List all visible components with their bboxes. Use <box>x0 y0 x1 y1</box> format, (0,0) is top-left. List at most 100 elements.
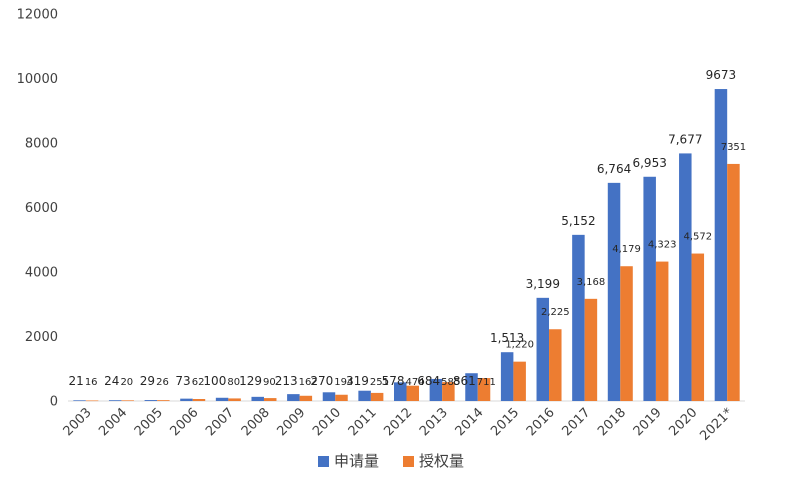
bar-grant <box>192 399 206 401</box>
data-label-grant: 585 <box>441 377 460 388</box>
data-label-grant: 4,572 <box>683 232 712 243</box>
y-tick-label: 12000 <box>17 8 58 23</box>
bar-application <box>358 390 371 401</box>
legend-swatch-application <box>318 456 329 467</box>
data-label-application: 319 <box>346 374 369 388</box>
x-tick-label: 2020 <box>666 405 700 439</box>
bar-application <box>215 397 229 401</box>
data-label-grant: 2,225 <box>541 307 570 318</box>
bar-application <box>144 400 158 401</box>
bar-grant <box>513 361 526 401</box>
data-label-application: 578 <box>382 374 405 388</box>
data-label-application: 100 <box>203 374 226 388</box>
bar-application <box>429 378 443 401</box>
data-label-application: 21 <box>69 374 84 388</box>
data-label-application: 1,513 <box>490 331 524 345</box>
data-label-grant: 474 <box>406 377 425 388</box>
x-tick-label: 2010 <box>310 405 344 439</box>
x-tick-label: 2006 <box>168 405 202 439</box>
bar-grant <box>228 398 241 401</box>
bar-grant <box>263 398 277 401</box>
bar-application <box>465 373 478 401</box>
data-label-grant: 162 <box>299 377 318 388</box>
data-label-grant: 16 <box>85 377 98 388</box>
x-tick-label: 2005 <box>132 405 166 439</box>
data-label-application: 213 <box>275 374 298 388</box>
data-label-application: 684 <box>417 374 440 388</box>
y-tick-label: 10000 <box>17 72 58 87</box>
x-tick-label: 2011 <box>346 405 380 439</box>
data-label-application: 129 <box>239 374 262 388</box>
x-tick-label: 2016 <box>524 405 558 439</box>
bar-application <box>73 400 86 401</box>
data-label-application: 861 <box>453 374 476 388</box>
y-tick-label: 0 <box>50 395 58 410</box>
bar-application <box>287 394 300 401</box>
bar-application <box>536 297 550 401</box>
data-label-application: 6,764 <box>597 162 631 176</box>
data-label-grant: 1,220 <box>505 340 534 351</box>
bar-application <box>572 234 585 401</box>
data-label-application: 7,677 <box>668 132 702 146</box>
bar-application <box>714 89 728 402</box>
x-tick-label: 2013 <box>417 405 451 439</box>
bar-grant <box>620 266 633 401</box>
x-tick-label: 2003 <box>61 405 95 439</box>
bar-application <box>500 352 514 401</box>
bar-application <box>394 382 407 401</box>
bar-application <box>180 398 193 401</box>
data-label-application: 6,953 <box>632 156 666 170</box>
data-label-grant: 251 <box>370 377 389 388</box>
data-label-grant: 3,168 <box>577 277 606 288</box>
x-tick-label: 2017 <box>559 405 593 439</box>
bar-grant <box>655 261 669 401</box>
data-label-grant: 26 <box>156 377 169 388</box>
x-tick-label: 2015 <box>488 405 522 439</box>
data-label-grant: 7351 <box>721 142 746 153</box>
data-label-grant: 80 <box>227 377 240 388</box>
y-tick-label: 2000 <box>25 330 58 345</box>
bar-application <box>607 182 621 401</box>
x-tick-label: 2004 <box>96 405 130 439</box>
legend: 申请量 授权量 <box>318 452 464 470</box>
data-label-application: 5,152 <box>561 214 595 228</box>
x-axis: 2003 2004 2005 2006 2007 2008 2009 2010 2011 2012… <box>61 400 745 444</box>
data-label-application: 29 <box>140 374 155 388</box>
bar-grant <box>370 392 384 401</box>
x-tick-label: 2019 <box>631 405 665 439</box>
data-label-grant: 20 <box>120 377 133 388</box>
data-label-grant: 4,179 <box>612 244 641 255</box>
y-tick-label: 6000 <box>25 201 58 216</box>
bar-application <box>108 400 122 401</box>
data-label-grant: 711 <box>477 377 496 388</box>
data-label-application: 73 <box>175 374 190 388</box>
bar-grant <box>549 329 562 401</box>
y-tick-label: 4000 <box>25 266 58 281</box>
data-label-application: 24 <box>104 374 119 388</box>
data-label-grant: 4,323 <box>648 240 677 251</box>
x-tick-label: 2012 <box>381 405 415 439</box>
bar-application <box>251 396 264 401</box>
x-tick-label: 2007 <box>203 405 237 439</box>
data-label-application: 3,199 <box>526 277 560 291</box>
x-tick-label: 2021* <box>697 405 736 444</box>
y-tick-label: 8000 <box>25 137 58 152</box>
data-label-application: 270 <box>310 374 333 388</box>
legend-item-grant-label: 授权量 <box>419 452 464 470</box>
bar-grant <box>442 382 455 401</box>
bar-grant <box>727 163 740 401</box>
bar-grant <box>691 253 705 401</box>
bar-grant <box>157 400 170 401</box>
bar-application <box>643 176 656 401</box>
bar-grant <box>299 395 313 401</box>
bar-grant <box>121 400 134 401</box>
bar-application <box>679 153 692 401</box>
bars <box>73 89 740 402</box>
data-label-grant: 90 <box>263 377 276 388</box>
bar-grant <box>85 400 99 402</box>
bar-grant <box>477 378 491 401</box>
x-tick-label: 2008 <box>239 405 273 439</box>
x-tick-label: 2009 <box>274 405 308 439</box>
